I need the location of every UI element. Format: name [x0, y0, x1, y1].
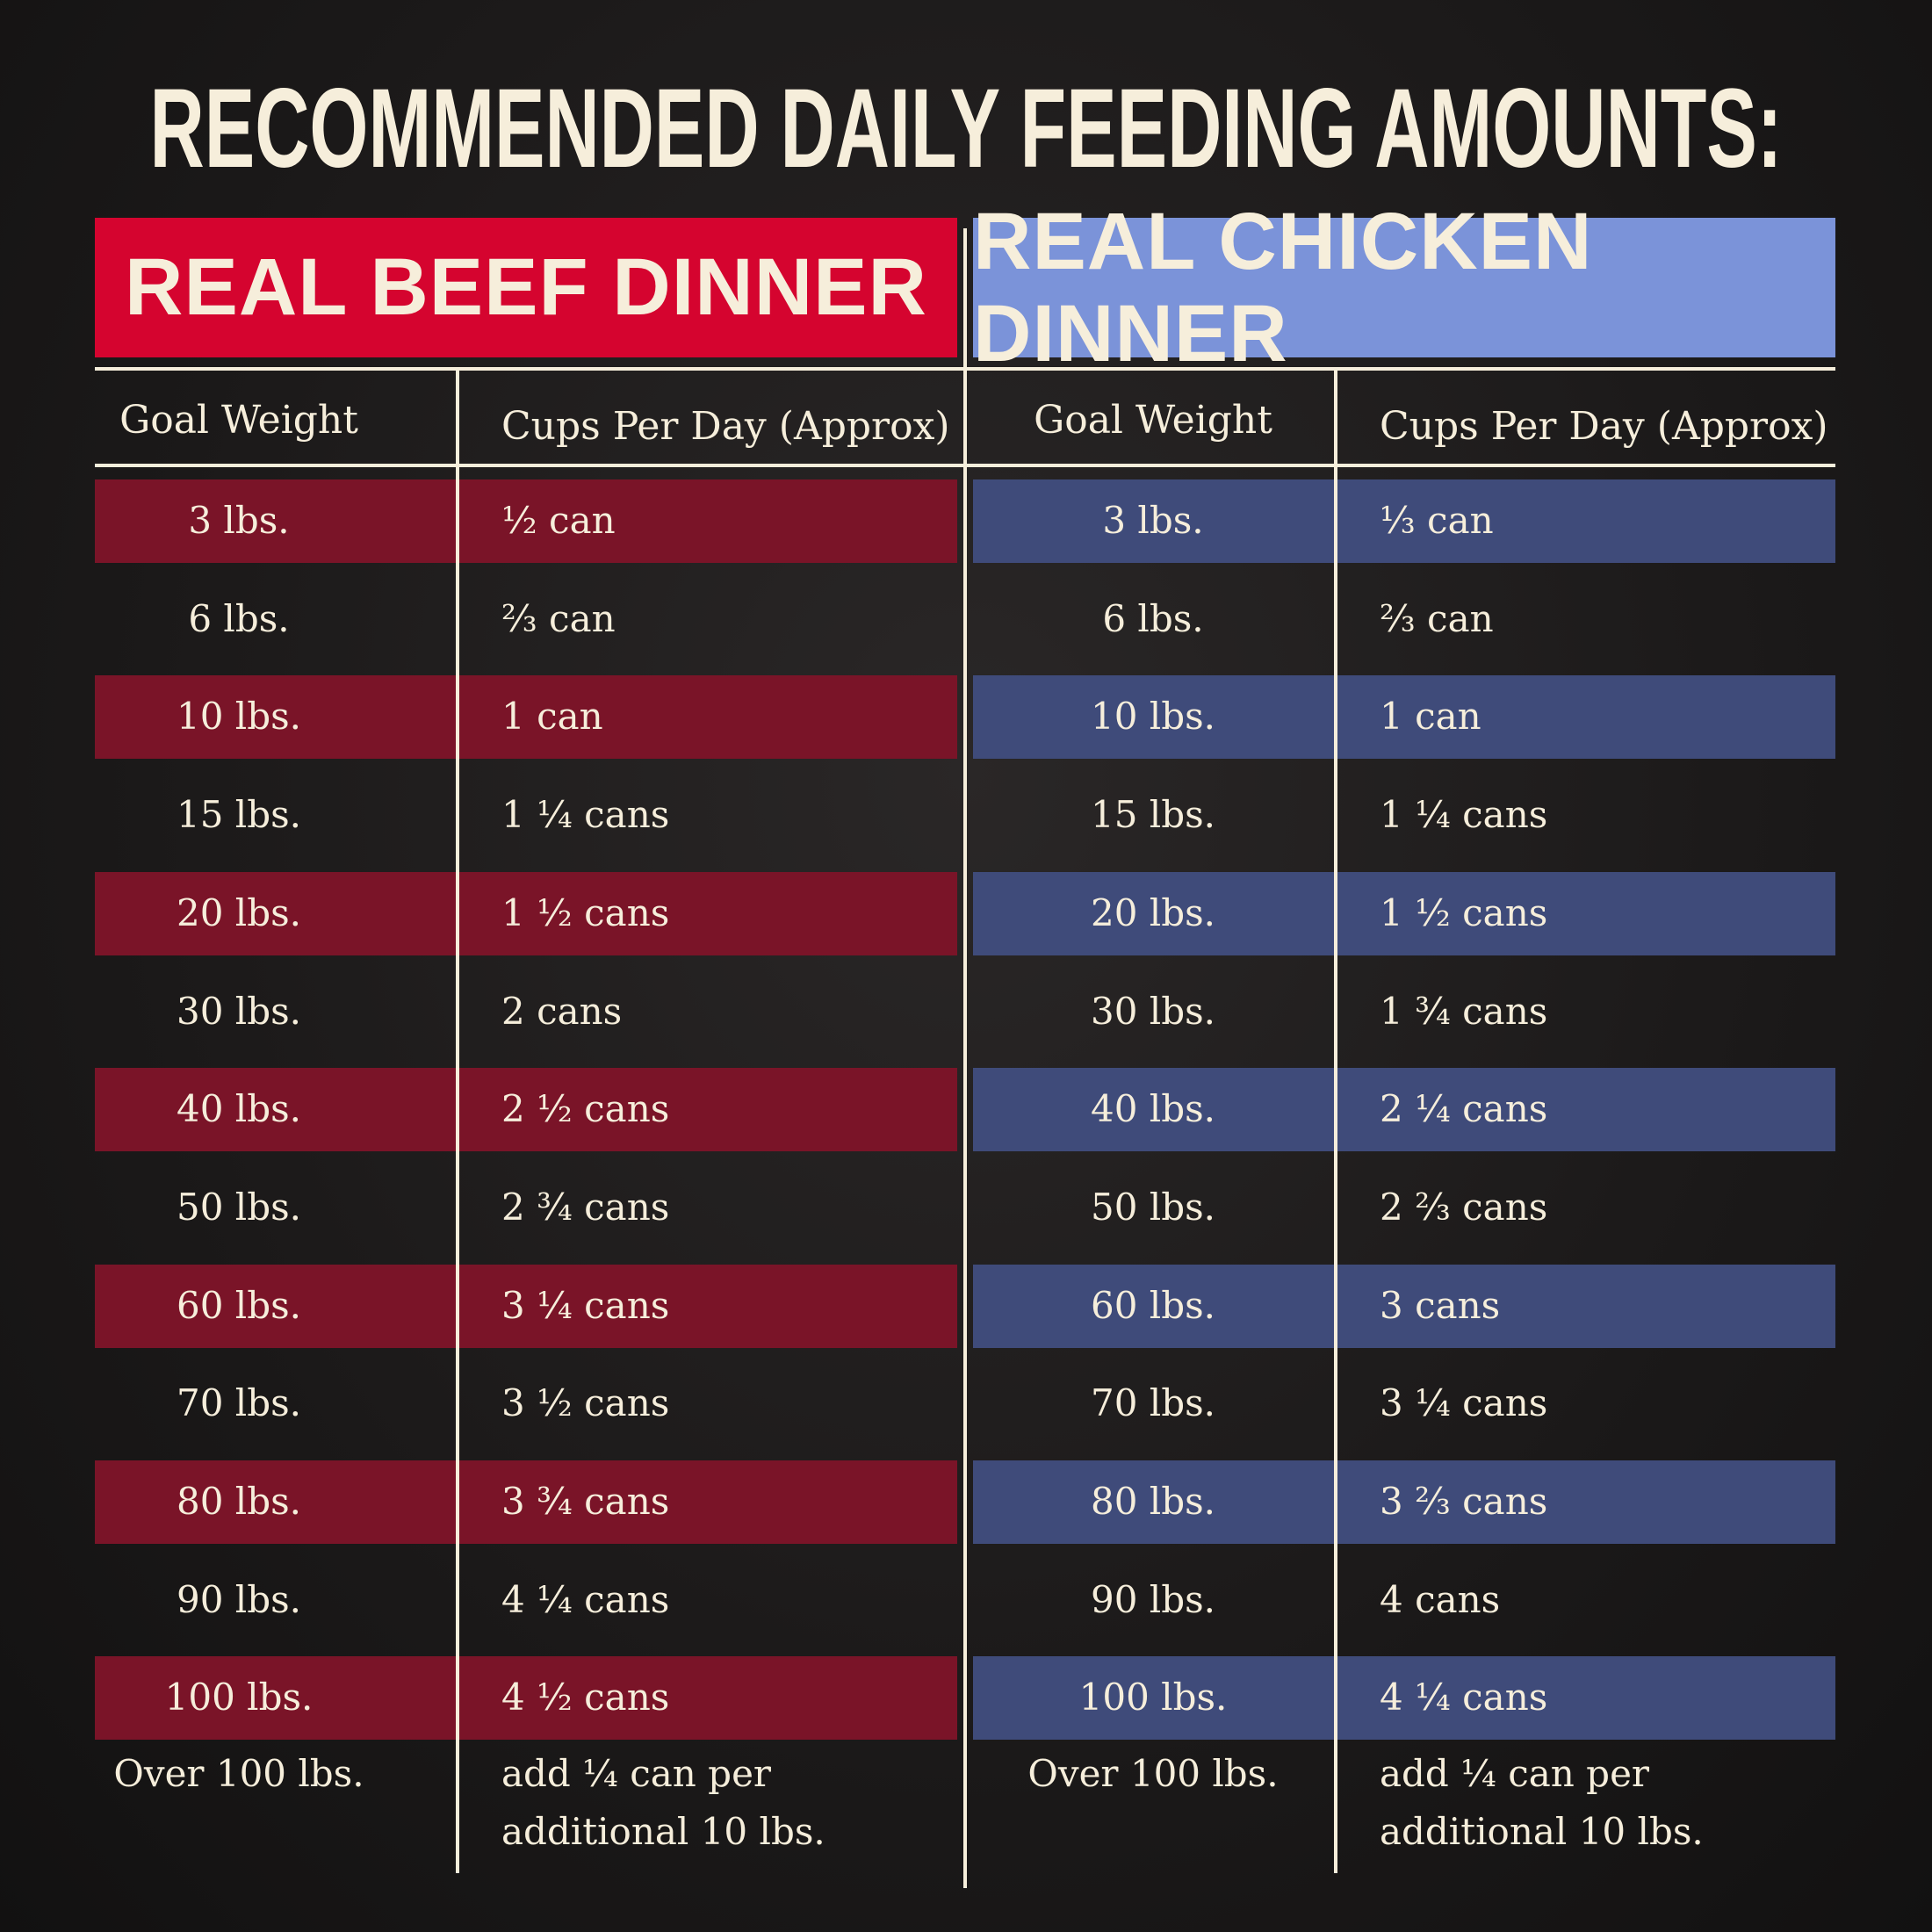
table-title: REAL CHICKEN DINNER — [973, 197, 1835, 378]
weight-cell: 30 lbs. — [176, 989, 302, 1033]
amount-cell: 1 can — [1380, 695, 1481, 739]
weight-cell: 10 lbs. — [176, 695, 302, 739]
amount-cell: 2 cans — [501, 989, 623, 1033]
amount-cell: ⅓ can — [1380, 499, 1494, 542]
amount-cell: 2 ½ cans — [501, 1087, 670, 1131]
table: REAL BEEF DINNER Goal Weight Cups Per Day … — [95, 218, 957, 1886]
weight-cell: 70 lbs. — [1090, 1381, 1216, 1425]
row-stripe — [973, 479, 1835, 563]
weight-cell: 15 lbs. — [1090, 793, 1216, 837]
row-stripe — [973, 675, 1835, 760]
weight-cell: 80 lbs. — [1090, 1480, 1216, 1523]
column-divider — [1334, 370, 1337, 1873]
amount-cell: 4 ¼ cans — [1380, 1676, 1548, 1719]
column-header: Goal Weight — [1034, 398, 1272, 443]
weight-cell: 6 lbs. — [188, 596, 290, 640]
weight-cell: 80 lbs. — [176, 1480, 302, 1523]
amount-cell: 3 ½ cans — [501, 1381, 670, 1425]
amount-cell: 1 can — [501, 695, 603, 739]
row-stripe — [95, 675, 957, 760]
column-header: Cups Per Day (Approx) — [1380, 404, 1828, 449]
weight-cell: 40 lbs. — [1090, 1087, 1216, 1131]
amount-cell: 1 ¼ cans — [1380, 793, 1548, 837]
weight-cell: 100 lbs. — [164, 1676, 314, 1719]
weight-cell: 20 lbs. — [1090, 890, 1216, 934]
divider — [963, 228, 967, 1888]
weight-cell: 70 lbs. — [176, 1381, 302, 1425]
amount-cell: add ¼ can per additional 10 lbs. — [1380, 1752, 1704, 1853]
amount-cell: ½ can — [501, 499, 616, 542]
amount-cell: 4 ¼ cans — [501, 1577, 670, 1621]
table-title: REAL BEEF DINNER — [95, 218, 957, 357]
amount-cell: 4 ½ cans — [501, 1676, 670, 1719]
weight-cell: 3 lbs. — [1102, 499, 1204, 542]
amount-cell: 1 ¾ cans — [1380, 989, 1548, 1033]
amount-cell: 2 ⅔ cans — [1380, 1185, 1548, 1229]
amount-cell: 1 ½ cans — [1380, 890, 1548, 934]
weight-cell: 100 lbs. — [1078, 1676, 1228, 1719]
amount-cell: 3 ¼ cans — [1380, 1381, 1548, 1425]
amount-cell: 3 ¼ cans — [501, 1283, 670, 1327]
weight-cell: 6 lbs. — [1102, 596, 1204, 640]
amount-cell: ⅔ can — [501, 596, 616, 640]
column-header: Goal Weight — [119, 398, 358, 443]
weight-cell: 10 lbs. — [1090, 695, 1216, 739]
amount-cell: 1 ¼ cans — [501, 793, 670, 837]
row-stripe — [973, 871, 1835, 955]
amount-cell: 2 ¾ cans — [501, 1185, 670, 1229]
row-stripe — [95, 871, 957, 955]
weight-cell: 90 lbs. — [1090, 1577, 1216, 1621]
amount-cell: 2 ¼ cans — [1380, 1087, 1548, 1131]
weight-cell: 20 lbs. — [176, 890, 302, 934]
weight-cell: 90 lbs. — [176, 1577, 302, 1621]
column-divider — [456, 370, 459, 1873]
row-stripe — [95, 1656, 957, 1741]
weight-cell: 50 lbs. — [176, 1185, 302, 1229]
row-stripe — [95, 479, 957, 563]
row-stripe — [973, 1656, 1835, 1741]
row-stripe — [95, 1460, 957, 1544]
weight-cell: 15 lbs. — [176, 793, 302, 837]
amount-cell: 3 ⅔ cans — [1380, 1480, 1548, 1523]
weight-cell: 60 lbs. — [1090, 1283, 1216, 1327]
weight-cell: Over 100 lbs. — [1027, 1752, 1279, 1795]
weight-cell: 50 lbs. — [1090, 1185, 1216, 1229]
amount-cell: 1 ½ cans — [501, 890, 670, 934]
row-stripe — [973, 1264, 1835, 1348]
table: REAL CHICKEN DINNER Goal Weight Cups Per D… — [973, 197, 1835, 1886]
row-stripe — [973, 1460, 1835, 1544]
row-stripe — [95, 1264, 957, 1348]
row-stripe — [95, 1068, 957, 1152]
weight-cell: Over 100 lbs. — [113, 1752, 364, 1795]
column-header: Cups Per Day (Approx) — [501, 404, 950, 449]
amount-cell: 3 cans — [1380, 1283, 1501, 1327]
weight-cell: 60 lbs. — [176, 1283, 302, 1327]
weight-cell: 3 lbs. — [188, 499, 290, 542]
row-stripe — [973, 1068, 1835, 1152]
amount-cell: 3 ¾ cans — [501, 1480, 670, 1523]
amount-cell: 4 cans — [1380, 1577, 1501, 1621]
weight-cell: 30 lbs. — [1090, 989, 1216, 1033]
amount-cell: add ¼ can per additional 10 lbs. — [501, 1752, 825, 1853]
title-area: RECOMMENDED DAILY FEEDING AMOUNTS: — [150, 66, 1783, 191]
amount-cell: ⅔ can — [1380, 596, 1494, 640]
title: RECOMMENDED DAILY FEEDING AMOUNTS: — [150, 66, 1783, 191]
weight-cell: 40 lbs. — [176, 1087, 302, 1131]
